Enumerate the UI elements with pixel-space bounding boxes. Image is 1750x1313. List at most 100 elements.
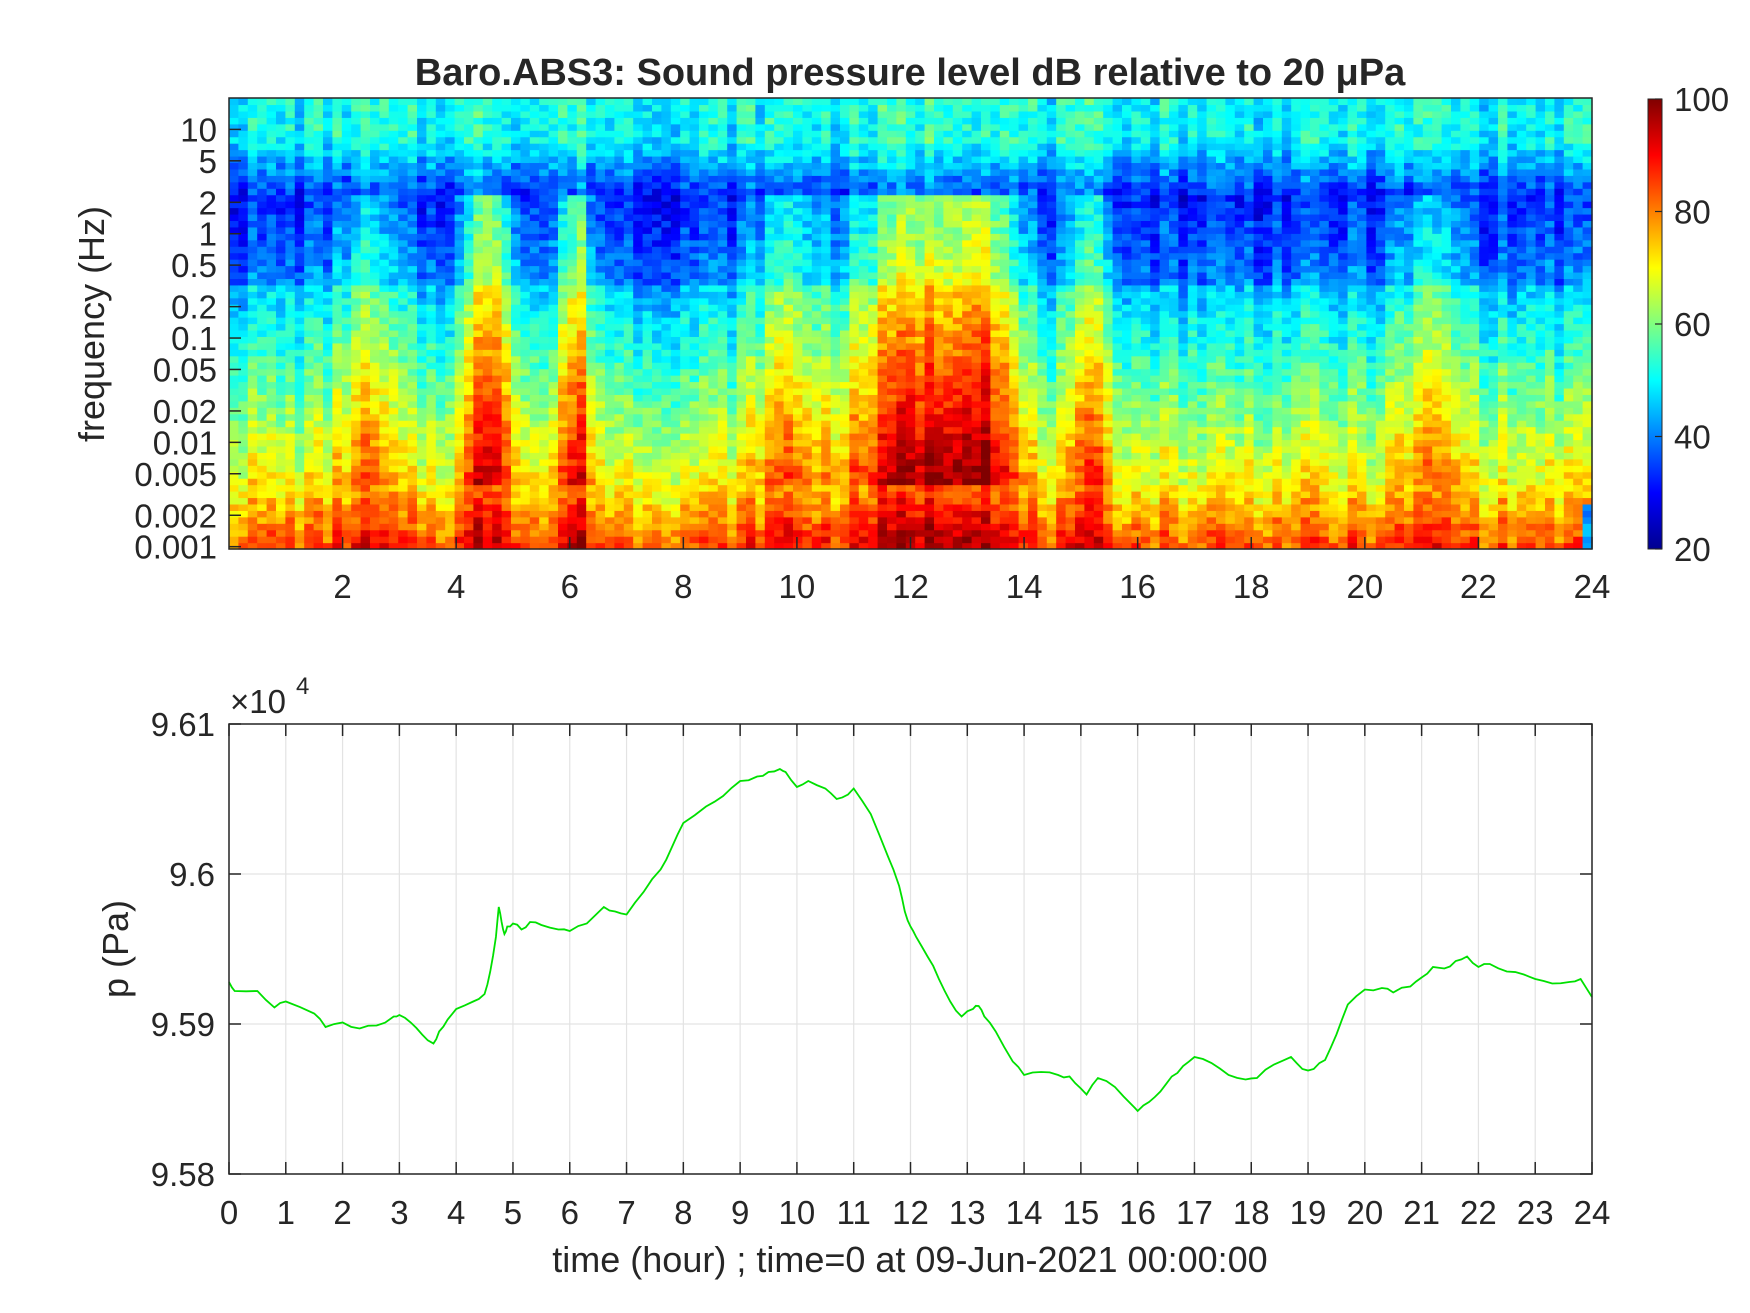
spectrogram-cell	[379, 304, 390, 312]
spectrogram-cell	[858, 484, 869, 492]
spectrogram-cell	[276, 304, 286, 312]
spectrogram-cell	[680, 503, 691, 511]
spectrogram-cell	[313, 523, 324, 531]
spectrogram-cell	[689, 445, 700, 453]
spectrogram-cell	[680, 491, 691, 499]
spectrogram-cell	[746, 516, 756, 524]
spectrogram-cell	[482, 239, 493, 247]
spectrogram-cell	[633, 375, 644, 383]
spectrogram-cell	[858, 536, 869, 544]
spectrogram-cell	[257, 201, 268, 209]
spectrogram-cell	[238, 252, 249, 260]
spectrogram-cell	[426, 329, 437, 337]
spectrogram-cell	[811, 233, 822, 241]
spectrogram-cell	[398, 387, 409, 395]
spectrogram-cell	[398, 239, 409, 247]
spectrogram-cell	[407, 201, 418, 209]
spectrogram-cell	[802, 478, 813, 486]
spectrogram-cell	[830, 278, 841, 286]
spectrogram-cell	[285, 155, 296, 164]
spectrogram-cell	[529, 233, 540, 241]
spectrogram-cell	[680, 368, 691, 376]
spectrogram-cell	[614, 98, 625, 106]
spectrogram-cell	[680, 329, 691, 337]
spectrogram-cell	[558, 362, 568, 370]
spectrogram-cell	[332, 329, 343, 337]
spectrogram-cell	[661, 117, 672, 125]
spectrogram-cell	[548, 259, 559, 267]
spectrogram-cell	[567, 323, 578, 331]
spectrogram-cell	[294, 497, 305, 505]
spectrogram-cell	[548, 413, 559, 421]
spectrogram-cell	[257, 278, 268, 286]
spectrogram-cell	[492, 349, 503, 357]
spectrogram-cell	[539, 175, 550, 183]
spectrogram-cell	[417, 149, 427, 157]
spectrogram-cell	[840, 458, 850, 466]
spectrogram-cell	[257, 387, 268, 395]
spectrogram-cell	[811, 510, 822, 518]
spectrogram-cell	[520, 175, 531, 183]
spectrogram-cell	[492, 291, 503, 299]
spectrogram-cell	[680, 536, 691, 544]
spectrogram-cell	[501, 381, 512, 389]
spectrogram-cell	[332, 400, 343, 408]
spectrogram-cell	[360, 284, 371, 292]
spectrogram-cell	[454, 304, 465, 312]
spectrogram-cell	[576, 375, 587, 383]
spectrogram-cell	[821, 304, 832, 312]
spectrogram-cell	[285, 536, 296, 544]
spectrogram-cell	[840, 439, 850, 447]
spectrogram-cell	[567, 98, 578, 106]
spectrogram-cell	[529, 368, 540, 376]
spectrogram-cell	[567, 439, 578, 447]
spectrogram-cell	[887, 259, 897, 267]
spectrogram-cell	[821, 362, 832, 370]
spectrogram-cell	[229, 181, 239, 189]
spectrogram-cell	[840, 104, 850, 112]
spectrogram-cell	[417, 471, 427, 479]
spectrogram-cell	[238, 484, 249, 492]
spectrogram-cell	[699, 201, 709, 209]
spectrogram-cell	[595, 400, 606, 408]
spectrogram-cell	[840, 181, 850, 189]
spectrogram-cell	[652, 536, 662, 544]
spectrogram-cell	[492, 413, 503, 421]
spectrogram-cell	[717, 265, 728, 273]
spectrogram-cell	[567, 349, 578, 357]
spectrogram-cell	[360, 188, 371, 196]
spectrogram-cell	[717, 284, 728, 292]
spectrogram-cell	[830, 329, 841, 337]
spectrogram-cell	[435, 542, 446, 550]
spectrogram-cell	[689, 162, 700, 170]
spectrogram-cell	[351, 265, 362, 273]
spectrogram-cell	[388, 213, 399, 222]
spectrogram-cell	[285, 497, 296, 505]
spectrogram-cell	[276, 375, 286, 383]
spectrogram-cell	[454, 471, 465, 479]
spectrogram-cell	[473, 117, 484, 125]
spectrogram-cell	[435, 465, 446, 473]
spectrogram-cell	[830, 123, 841, 131]
spectrogram-cell	[755, 226, 766, 234]
spectrogram-cell	[811, 452, 822, 460]
spectrogram-cell	[849, 510, 860, 518]
spectrogram-cell	[266, 400, 277, 408]
spectrogram-cell	[567, 478, 578, 486]
spectrogram-cell	[783, 413, 794, 421]
spectrogram-cell	[614, 458, 625, 466]
spectrogram-cell	[830, 155, 841, 164]
spectrogram-cell	[492, 246, 503, 254]
spectrogram-cell	[351, 529, 362, 537]
spectrogram-cell	[830, 445, 841, 453]
spectrogram-cell	[877, 471, 888, 479]
spectrogram-cell	[454, 439, 465, 447]
spectrogram-cell	[614, 484, 625, 492]
spectrogram-cell	[896, 407, 907, 415]
spectrogram-cell	[266, 278, 277, 286]
spectrogram-cell	[473, 349, 484, 357]
spectrogram-cell	[341, 226, 352, 234]
spectrogram-cell	[689, 110, 700, 118]
spectrogram-cell	[247, 362, 258, 370]
spectrogram-cell	[294, 98, 305, 106]
